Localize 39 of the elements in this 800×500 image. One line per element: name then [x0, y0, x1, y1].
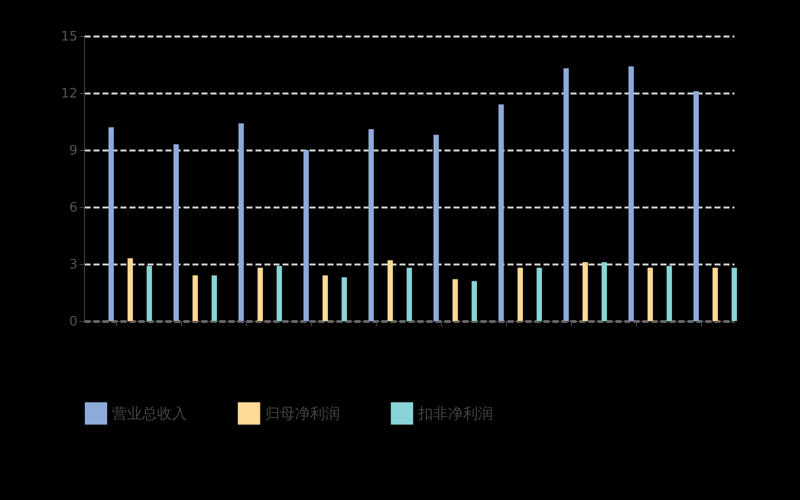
bar: [498, 104, 504, 321]
bar: [258, 268, 263, 321]
bar: [648, 268, 653, 321]
bar: [628, 66, 634, 321]
bar: [303, 150, 309, 321]
bar: [563, 68, 569, 321]
bar: [388, 260, 393, 321]
y-tick-label: 9: [69, 144, 78, 158]
bar: [536, 268, 542, 321]
bar: [108, 127, 114, 321]
bar: [582, 262, 588, 321]
bar: [322, 275, 328, 321]
bar: [406, 268, 412, 321]
bar: [173, 144, 179, 321]
bar: [212, 275, 217, 321]
bar: [518, 268, 523, 321]
bar: [342, 277, 347, 321]
legend-label: 营业总收入: [112, 404, 187, 422]
bar: [276, 266, 282, 321]
bar: [433, 134, 439, 321]
bar: [452, 279, 458, 321]
bar: [472, 281, 477, 321]
bar: [602, 262, 607, 321]
bar: [192, 275, 198, 321]
y-tick-label: 0: [69, 314, 78, 330]
y-tick-label: 15: [60, 30, 78, 44]
bar: [238, 123, 244, 321]
bar: [732, 268, 737, 321]
bar: [693, 91, 699, 321]
y-tick-label: 6: [69, 200, 78, 216]
bar: [128, 258, 133, 321]
y-tick-label: 12: [60, 86, 78, 102]
bar: [368, 129, 374, 321]
y-tick-label: 3: [69, 258, 78, 272]
bar: [146, 266, 152, 321]
bar: [712, 268, 718, 321]
legend-label: 扣非净利润: [417, 404, 493, 422]
legend-label: 归母净利润: [265, 404, 340, 422]
bar: [666, 266, 672, 321]
